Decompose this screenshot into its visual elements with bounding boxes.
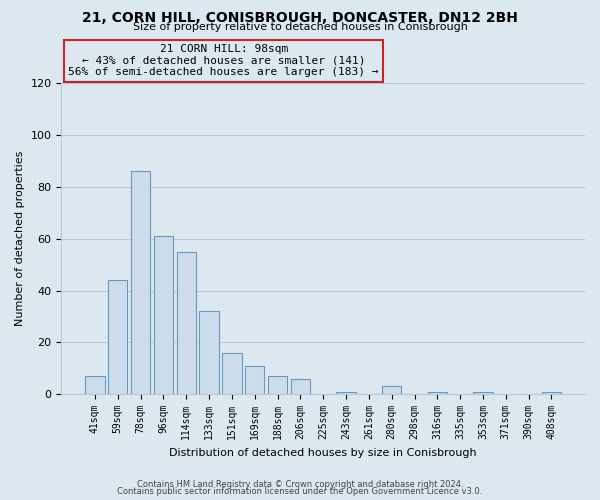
Text: Contains HM Land Registry data © Crown copyright and database right 2024.: Contains HM Land Registry data © Crown c… bbox=[137, 480, 463, 489]
X-axis label: Distribution of detached houses by size in Conisbrough: Distribution of detached houses by size … bbox=[169, 448, 477, 458]
Text: 21, CORN HILL, CONISBROUGH, DONCASTER, DN12 2BH: 21, CORN HILL, CONISBROUGH, DONCASTER, D… bbox=[82, 11, 518, 25]
Bar bbox=[473, 392, 493, 394]
Bar bbox=[542, 392, 561, 394]
Bar bbox=[268, 376, 287, 394]
Bar bbox=[290, 378, 310, 394]
Bar bbox=[199, 312, 219, 394]
Y-axis label: Number of detached properties: Number of detached properties bbox=[15, 151, 25, 326]
Text: 21 CORN HILL: 98sqm
← 43% of detached houses are smaller (141)
56% of semi-detac: 21 CORN HILL: 98sqm ← 43% of detached ho… bbox=[68, 44, 379, 77]
Bar bbox=[176, 252, 196, 394]
Bar bbox=[337, 392, 356, 394]
Bar bbox=[154, 236, 173, 394]
Bar bbox=[382, 386, 401, 394]
Text: Size of property relative to detached houses in Conisbrough: Size of property relative to detached ho… bbox=[133, 22, 467, 32]
Bar bbox=[222, 353, 242, 394]
Bar bbox=[131, 172, 150, 394]
Bar bbox=[428, 392, 447, 394]
Bar bbox=[245, 366, 265, 394]
Text: Contains public sector information licensed under the Open Government Licence v3: Contains public sector information licen… bbox=[118, 487, 482, 496]
Bar bbox=[85, 376, 104, 394]
Bar bbox=[108, 280, 127, 394]
